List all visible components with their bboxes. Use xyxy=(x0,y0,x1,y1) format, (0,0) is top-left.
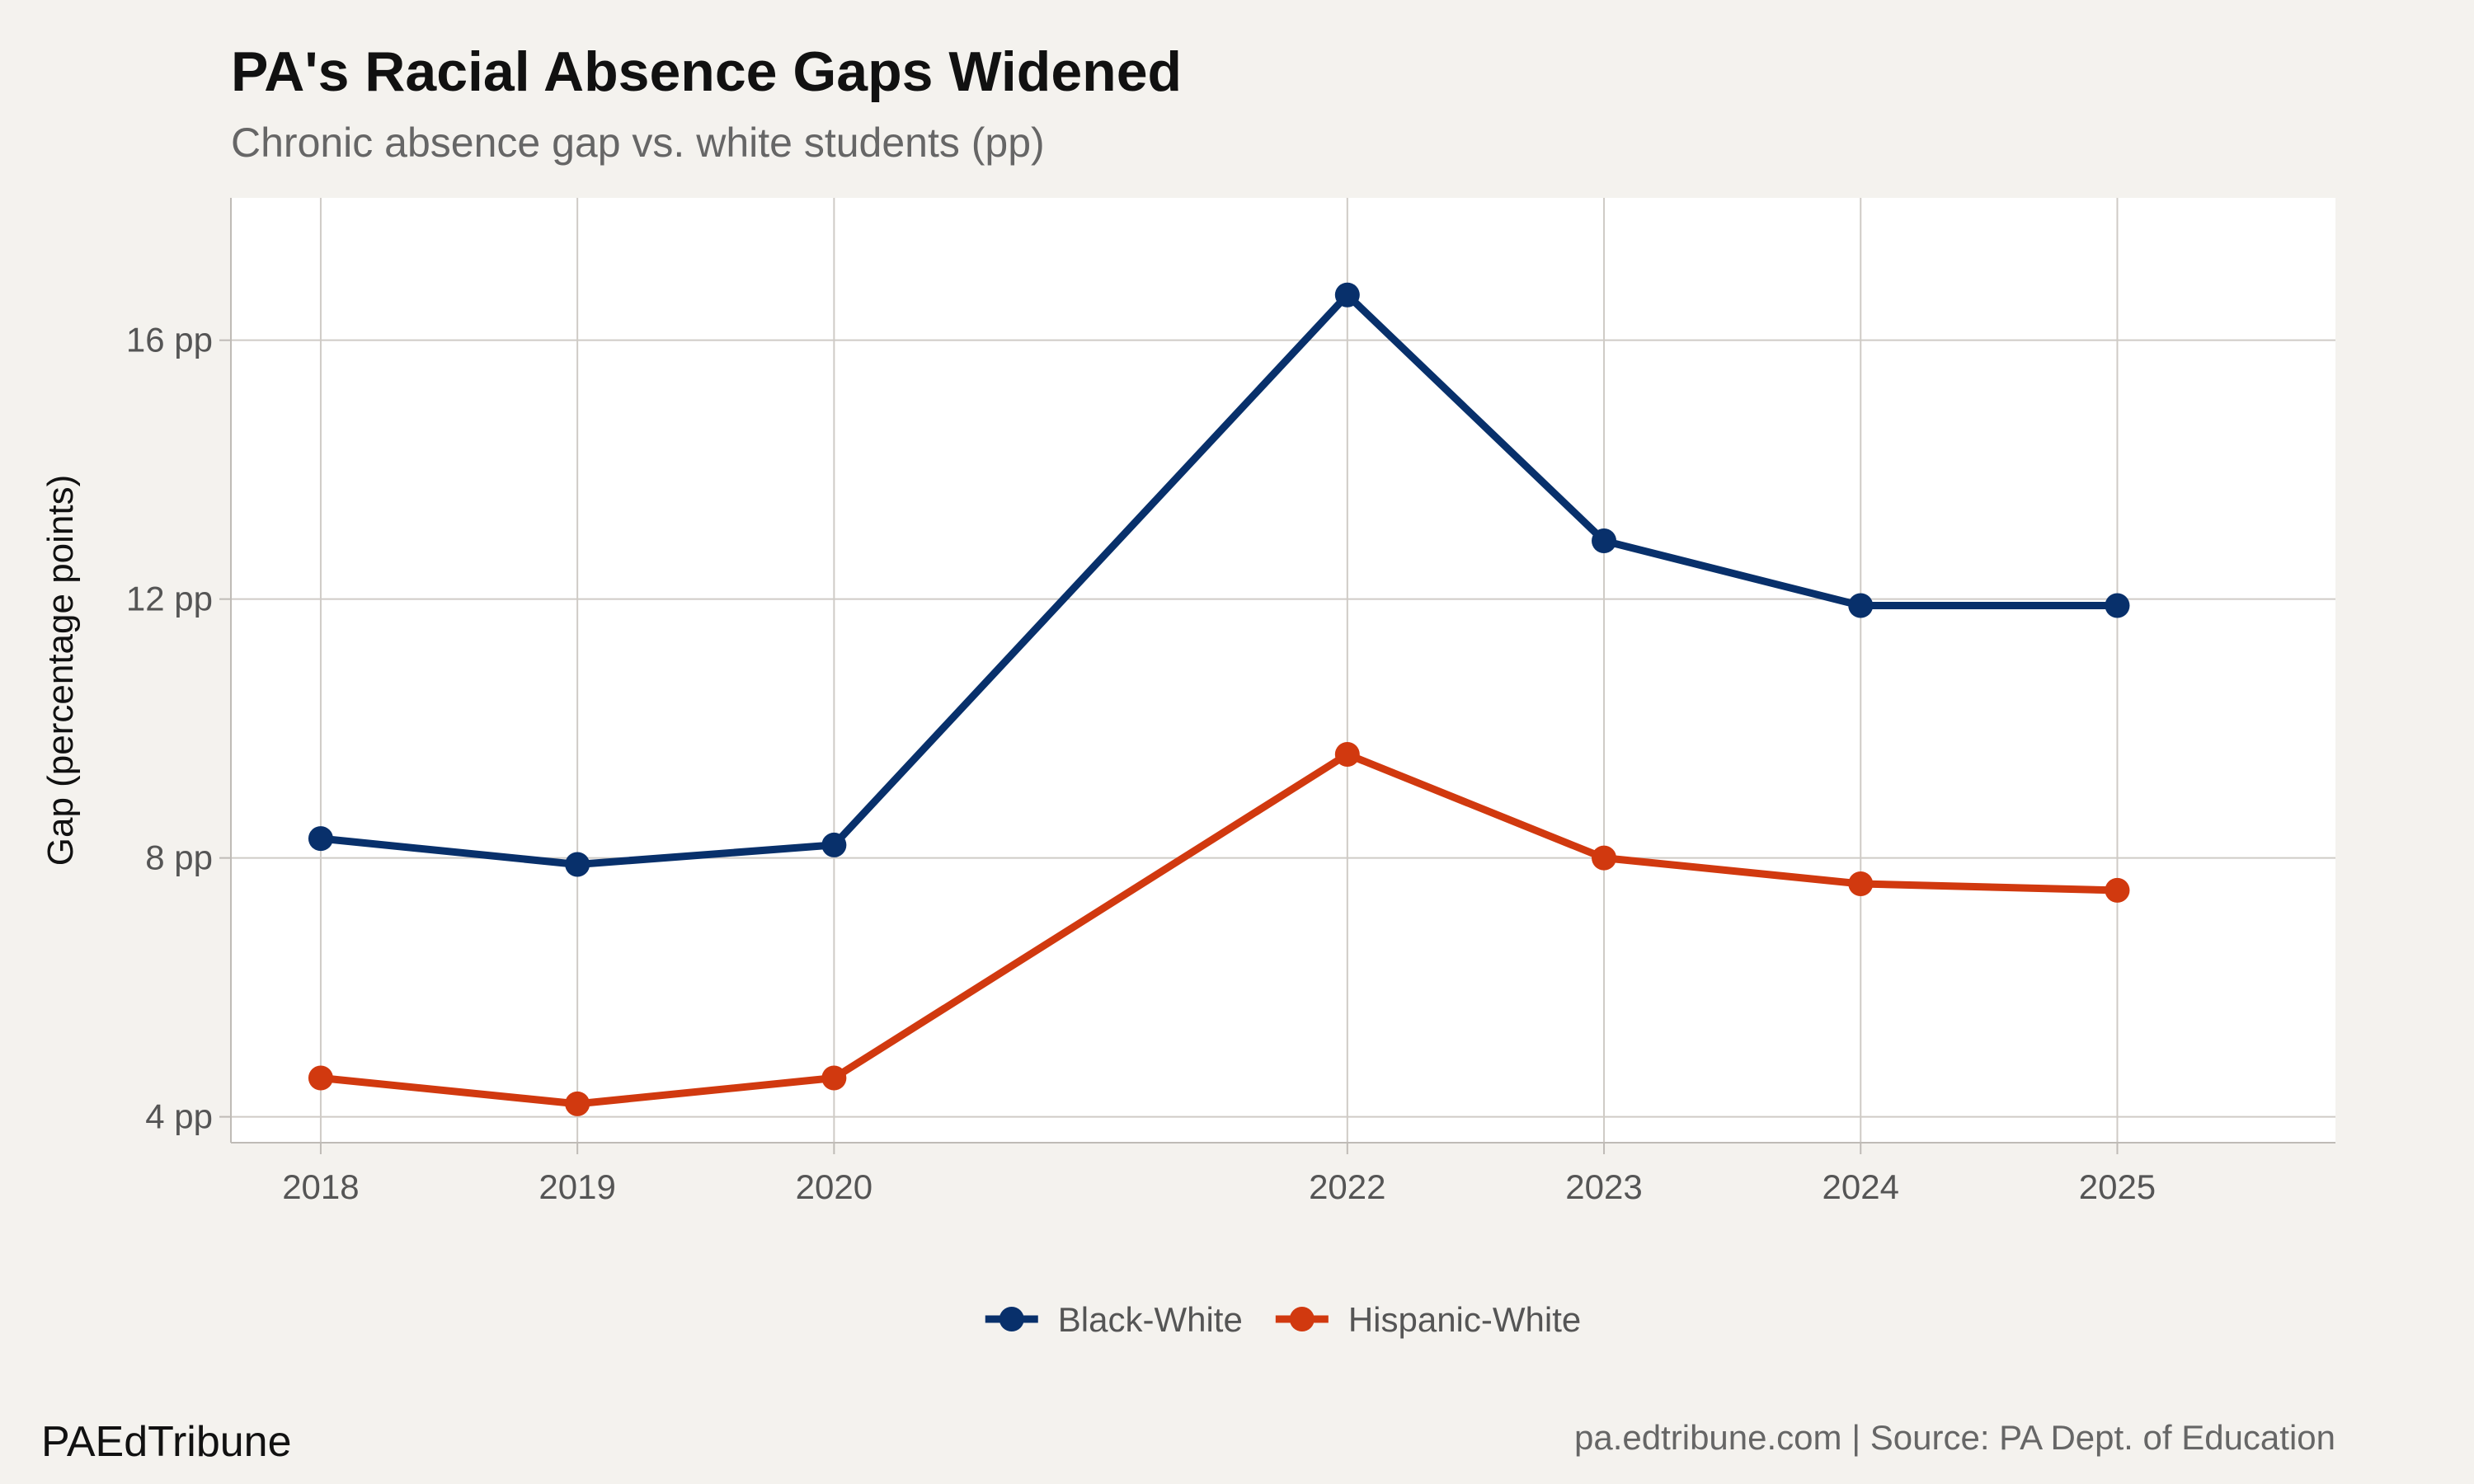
x-tick-label: 2019 xyxy=(539,1167,615,1206)
legend-item: Hispanic-White xyxy=(1275,1300,1581,1339)
x-tick-label: 2025 xyxy=(2079,1167,2156,1206)
data-point xyxy=(1334,742,1360,768)
x-tick-label: 2020 xyxy=(796,1167,872,1206)
data-point xyxy=(565,1091,590,1116)
legend-label: Black-White xyxy=(1058,1300,1243,1339)
y-tick-label: 8 pp xyxy=(145,838,213,877)
x-tick-label: 2023 xyxy=(1565,1167,1642,1206)
plot-area xyxy=(231,198,2335,1143)
data-point xyxy=(1334,282,1360,308)
data-point xyxy=(308,826,333,852)
axes xyxy=(230,198,2335,1144)
data-point xyxy=(1592,845,1617,871)
x-tick-label: 2018 xyxy=(282,1167,359,1206)
data-point xyxy=(821,1065,847,1091)
series-layer xyxy=(308,282,2130,1116)
data-point xyxy=(1848,593,1874,618)
legend: Black-White Hispanic-White xyxy=(985,1300,1581,1339)
y-tick-label: 16 pp xyxy=(126,321,213,359)
x-axis-ticks: 2018 2019 2020 2022 2023 2024 2025 xyxy=(282,1143,2156,1206)
chart-subtitle: Chronic absence gap vs. white students (… xyxy=(231,120,1045,166)
data-point xyxy=(2105,877,2130,903)
y-tick-label: 12 pp xyxy=(126,580,213,618)
legend-item: Black-White xyxy=(985,1300,1243,1339)
x-tick-label: 2022 xyxy=(1309,1167,1385,1206)
legend-key-marker xyxy=(1289,1307,1315,1331)
x-tick-label: 2024 xyxy=(1823,1167,1899,1206)
data-point xyxy=(821,832,847,857)
legend-key-marker xyxy=(999,1307,1024,1331)
legend-label: Hispanic-White xyxy=(1348,1300,1581,1339)
chart-title: PA's Racial Absence Gaps Widened xyxy=(231,40,1182,103)
series-hispanic-white xyxy=(308,742,2130,1116)
data-point xyxy=(1848,871,1874,897)
brand-name: PAEdTribune xyxy=(41,1418,292,1466)
y-axis-ticks: 4 pp 8 pp 12 pp 16 pp xyxy=(126,321,231,1136)
data-point xyxy=(1592,528,1617,554)
x-gridlines xyxy=(319,198,2119,1143)
y-tick-label: 4 pp xyxy=(145,1097,213,1136)
y-axis-label: Gap (percentage points) xyxy=(40,475,81,866)
series-black-white xyxy=(308,282,2130,877)
data-point xyxy=(2105,593,2130,618)
source-credit: pa.edtribune.com | Source: PA Dept. of E… xyxy=(1574,1418,2335,1457)
data-point xyxy=(565,852,590,877)
data-point xyxy=(308,1065,333,1091)
